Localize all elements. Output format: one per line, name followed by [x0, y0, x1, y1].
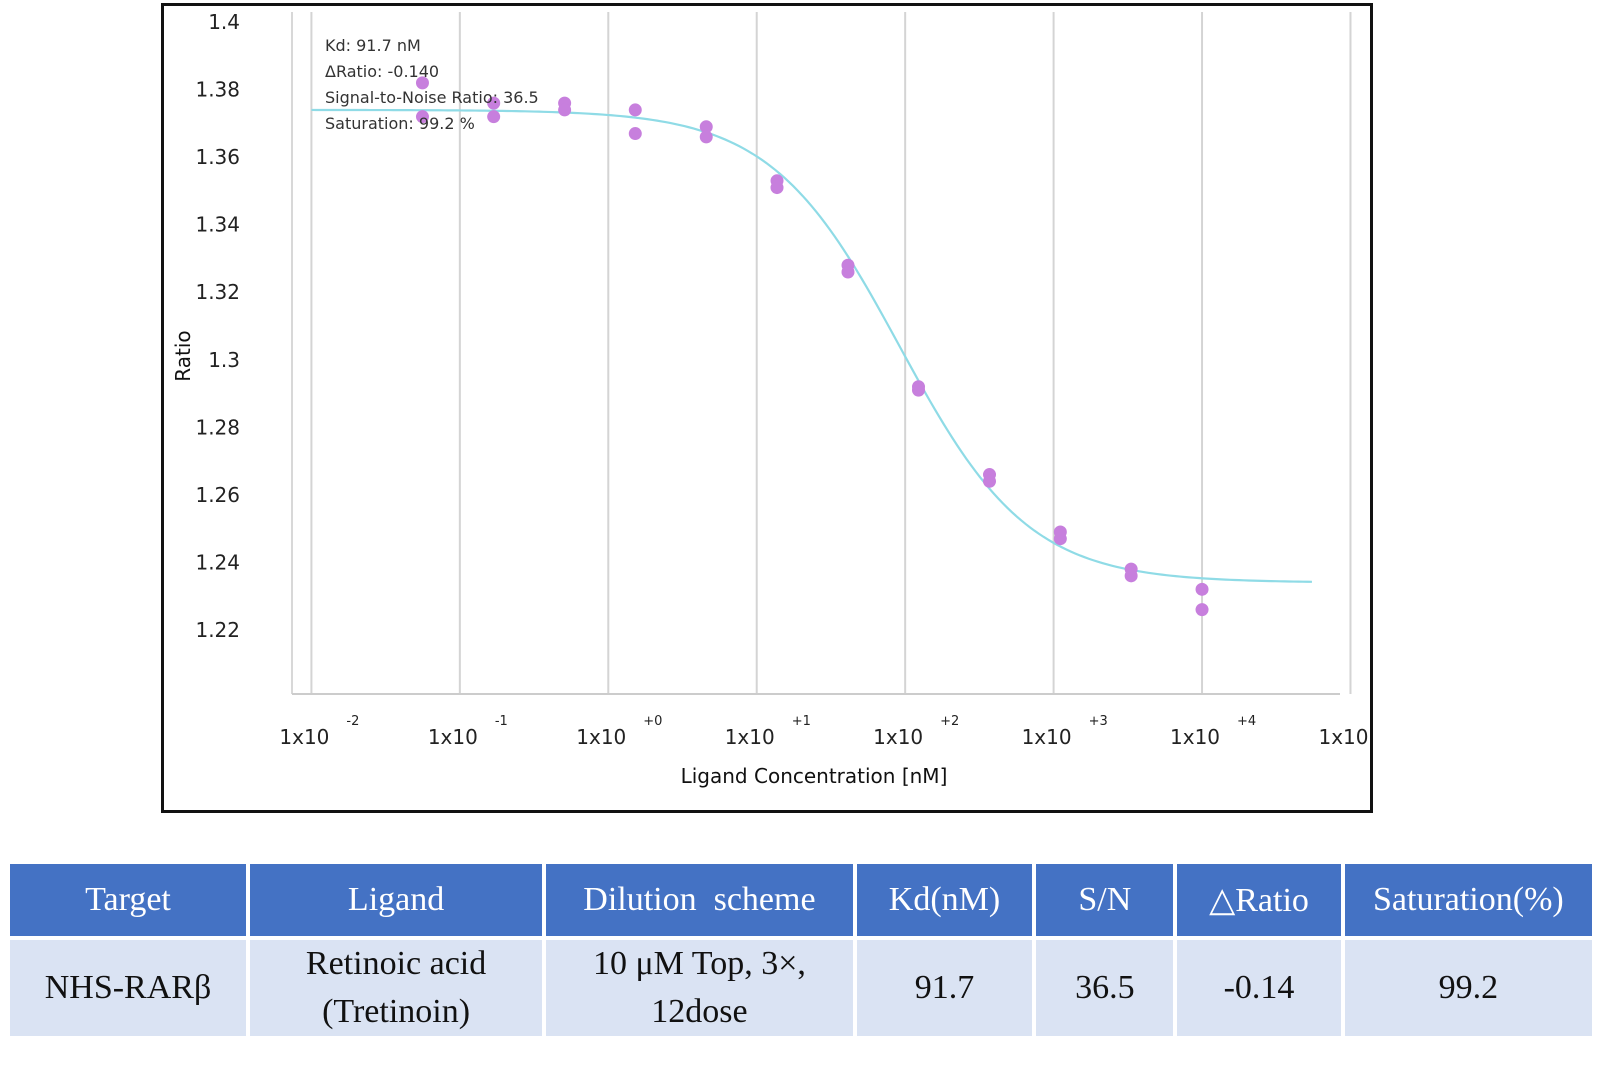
cell-delta-ratio: -0.14	[1177, 940, 1341, 1036]
data-point-8	[699, 120, 713, 134]
data-point-17	[983, 474, 997, 488]
header-delta-ratio: △Ratio	[1177, 864, 1341, 936]
header-target: Target	[10, 864, 246, 936]
data-point-15	[912, 383, 926, 397]
cell-dilution-line1: 10 μM Top, 3×,	[592, 945, 806, 982]
x-tick-exponent-5: +3	[1089, 714, 1108, 729]
x-tick-exponent-0: -2	[346, 714, 359, 729]
table-header-row: Target Ligand Dilution scheme Kd(nM) S/N…	[10, 864, 1592, 936]
y-tick-label-4: 1.3	[208, 348, 240, 372]
annotation-kd: Kd: 91.7 nM	[325, 36, 421, 55]
dose-response-chart: 1.22 1.24 1.26 1.28 1.3 1.32 1.34 1.36 1.38 1.4 1…	[171, 10, 1368, 788]
data-point-6	[628, 103, 642, 117]
data-point-23	[1195, 603, 1209, 617]
x-tick-label-6: 1x10	[1170, 725, 1220, 749]
results-table: Target Ligand Dilution scheme Kd(nM) S/N…	[6, 860, 1596, 1040]
y-tick-label-6: 1.34	[195, 213, 240, 237]
cell-dilution: 10 μM Top, 3×, 12dose	[546, 940, 853, 1036]
data-point-9	[699, 130, 713, 144]
y-tick-label-2: 1.26	[195, 483, 240, 507]
x-tick-label-0: 1x10	[279, 725, 329, 749]
fit-curve-layer	[311, 108, 1312, 583]
x-tick-exponent-1: -1	[495, 714, 508, 729]
axes	[291, 12, 1340, 695]
data-point-19	[1053, 532, 1067, 546]
data-point-1	[415, 110, 429, 124]
cell-ligand: Retinoic acid (Tretinoin)	[249, 940, 543, 1036]
cell-saturation: 99.2	[1344, 940, 1592, 1036]
data-point-0	[415, 76, 429, 90]
x-tick-exponent-4: +2	[940, 714, 959, 729]
data-points	[415, 76, 1209, 617]
cell-ligand-line1: Retinoic acid	[305, 945, 487, 982]
x-axis-title: Ligand Concentration [nM]	[681, 764, 948, 788]
annotation-block: Kd: 91.7 nM ΔRatio: -0.140 Signal-to-Noi…	[325, 36, 539, 133]
annotation-delta-ratio: ΔRatio: -0.140	[325, 62, 439, 81]
x-tick-label-4: 1x10	[873, 725, 923, 749]
y-tick-label-8: 1.38	[195, 78, 240, 102]
data-point-13	[841, 265, 855, 279]
y-tick-label-5: 1.32	[195, 280, 240, 304]
cell-ligand-line2: (Tretinoin)	[322, 993, 471, 1030]
header-dilution-scheme: Dilution scheme	[546, 864, 853, 936]
x-tick-label-2: 1x10	[576, 725, 626, 749]
data-point-5	[558, 103, 572, 117]
cell-dilution-line2: 12dose	[651, 993, 748, 1030]
data-point-11	[770, 181, 784, 195]
data-point-7	[628, 127, 642, 141]
table-row: NHS-RARβ Retinoic acid (Tretinoin) 10 μM…	[10, 940, 1592, 1036]
data-point-2	[487, 96, 501, 110]
annotation-snr: Signal-to-Noise Ratio: 36.5	[325, 88, 539, 107]
y-tick-label-7: 1.36	[195, 145, 240, 169]
grid-lines	[310, 12, 1352, 694]
y-tick-labels: 1.22 1.24 1.26 1.28 1.3 1.32 1.34 1.36 1.38 1.4	[195, 10, 240, 642]
data-point-21	[1124, 569, 1138, 583]
x-tick-label-1: 1x10	[428, 725, 478, 749]
x-tick-label-7: 1x10	[1318, 725, 1368, 749]
header-sn: S/N	[1036, 864, 1174, 936]
x-tick-label-3: 1x10	[725, 725, 775, 749]
annotation-saturation: Saturation: 99.2 %	[325, 114, 475, 133]
x-tick-labels: 1x10 -2 1x10 -1 1x10 +0 1x10 +1 1x10 +2 1x10 +3 1x10…	[279, 714, 1368, 749]
cell-target: NHS-RARβ	[10, 940, 246, 1036]
y-tick-label-0: 1.22	[195, 618, 240, 642]
x-tick-label-5: 1x10	[1022, 725, 1072, 749]
y-tick-label-3: 1.28	[195, 415, 240, 439]
chart-frame: 1.22 1.24 1.26 1.28 1.3 1.32 1.34 1.36 1.38 1.4 1…	[161, 3, 1373, 813]
header-ligand: Ligand	[249, 864, 543, 936]
cell-sn: 36.5	[1036, 940, 1174, 1036]
fit-curve	[311, 108, 1312, 583]
header-kd: Kd(nM)	[856, 864, 1033, 936]
x-tick-exponent-2: +0	[643, 714, 662, 729]
data-point-3	[487, 110, 501, 124]
header-saturation: Saturation(%)	[1344, 864, 1592, 936]
y-tick-label-9: 1.4	[208, 10, 240, 34]
x-tick-exponent-6: +4	[1237, 714, 1256, 729]
y-tick-label-1: 1.24	[195, 550, 240, 574]
cell-kd: 91.7	[856, 940, 1033, 1036]
x-tick-exponent-3: +1	[792, 714, 811, 729]
y-axis-title: Ratio	[171, 330, 195, 381]
data-point-22	[1195, 582, 1209, 596]
